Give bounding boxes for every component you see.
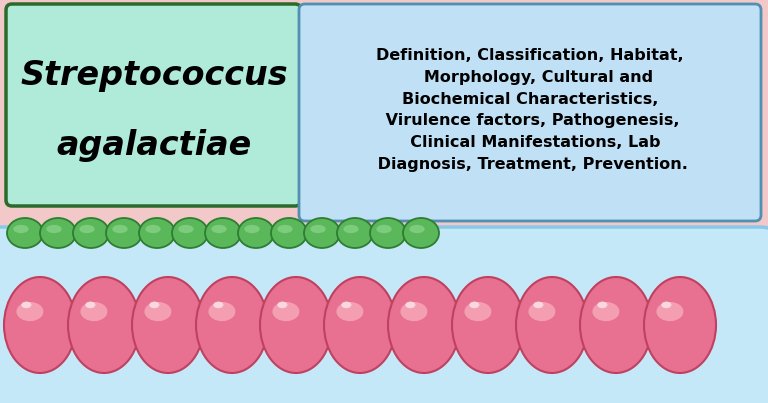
Ellipse shape: [149, 301, 160, 308]
Ellipse shape: [370, 218, 406, 248]
Ellipse shape: [528, 302, 555, 321]
Ellipse shape: [144, 302, 171, 321]
Ellipse shape: [16, 302, 44, 321]
Ellipse shape: [409, 225, 425, 233]
Ellipse shape: [208, 302, 236, 321]
Ellipse shape: [46, 225, 61, 233]
Ellipse shape: [139, 218, 175, 248]
Ellipse shape: [277, 301, 287, 308]
Ellipse shape: [85, 301, 95, 308]
Ellipse shape: [388, 277, 460, 373]
Ellipse shape: [112, 225, 127, 233]
Ellipse shape: [598, 301, 607, 308]
Ellipse shape: [310, 225, 326, 233]
Ellipse shape: [7, 218, 43, 248]
Ellipse shape: [343, 225, 359, 233]
Ellipse shape: [465, 302, 492, 321]
Ellipse shape: [376, 225, 392, 233]
Ellipse shape: [172, 218, 208, 248]
Ellipse shape: [584, 320, 648, 354]
Ellipse shape: [205, 218, 241, 248]
Ellipse shape: [273, 302, 300, 321]
Ellipse shape: [71, 320, 137, 354]
Ellipse shape: [341, 301, 352, 308]
Ellipse shape: [533, 301, 544, 308]
Text: agalactiae: agalactiae: [56, 129, 252, 162]
Ellipse shape: [263, 320, 329, 354]
Ellipse shape: [304, 218, 340, 248]
FancyBboxPatch shape: [0, 227, 768, 403]
Ellipse shape: [132, 277, 204, 373]
Ellipse shape: [260, 277, 332, 373]
Ellipse shape: [145, 225, 161, 233]
Ellipse shape: [178, 225, 194, 233]
Ellipse shape: [73, 218, 109, 248]
Ellipse shape: [452, 277, 524, 373]
Ellipse shape: [68, 277, 140, 373]
Ellipse shape: [406, 301, 415, 308]
Ellipse shape: [277, 225, 293, 233]
Ellipse shape: [403, 218, 439, 248]
Text: Streptococcus: Streptococcus: [20, 58, 288, 91]
Ellipse shape: [22, 301, 31, 308]
Ellipse shape: [469, 301, 479, 308]
Ellipse shape: [580, 277, 652, 373]
Ellipse shape: [4, 277, 76, 373]
Ellipse shape: [79, 225, 94, 233]
Ellipse shape: [336, 302, 363, 321]
FancyBboxPatch shape: [299, 4, 761, 221]
Ellipse shape: [271, 218, 307, 248]
Ellipse shape: [324, 277, 396, 373]
Ellipse shape: [455, 320, 521, 354]
Ellipse shape: [647, 320, 713, 354]
Ellipse shape: [657, 302, 684, 321]
Ellipse shape: [337, 218, 373, 248]
Ellipse shape: [8, 320, 72, 354]
Ellipse shape: [644, 277, 716, 373]
Ellipse shape: [196, 277, 268, 373]
Ellipse shape: [392, 320, 456, 354]
Ellipse shape: [661, 301, 671, 308]
Ellipse shape: [13, 225, 28, 233]
Ellipse shape: [516, 277, 588, 373]
Ellipse shape: [211, 225, 227, 233]
FancyBboxPatch shape: [6, 4, 301, 206]
Text: Definition, Classification, Habitat,
   Morphology, Cultural and
Biochemical Cha: Definition, Classification, Habitat, Mor…: [372, 48, 688, 172]
Ellipse shape: [81, 302, 108, 321]
Ellipse shape: [106, 218, 142, 248]
Ellipse shape: [136, 320, 200, 354]
Ellipse shape: [214, 301, 223, 308]
Ellipse shape: [238, 218, 274, 248]
Ellipse shape: [400, 302, 428, 321]
Ellipse shape: [244, 225, 260, 233]
Ellipse shape: [200, 320, 264, 354]
Ellipse shape: [520, 320, 584, 354]
Ellipse shape: [40, 218, 76, 248]
Ellipse shape: [328, 320, 392, 354]
Ellipse shape: [592, 302, 620, 321]
